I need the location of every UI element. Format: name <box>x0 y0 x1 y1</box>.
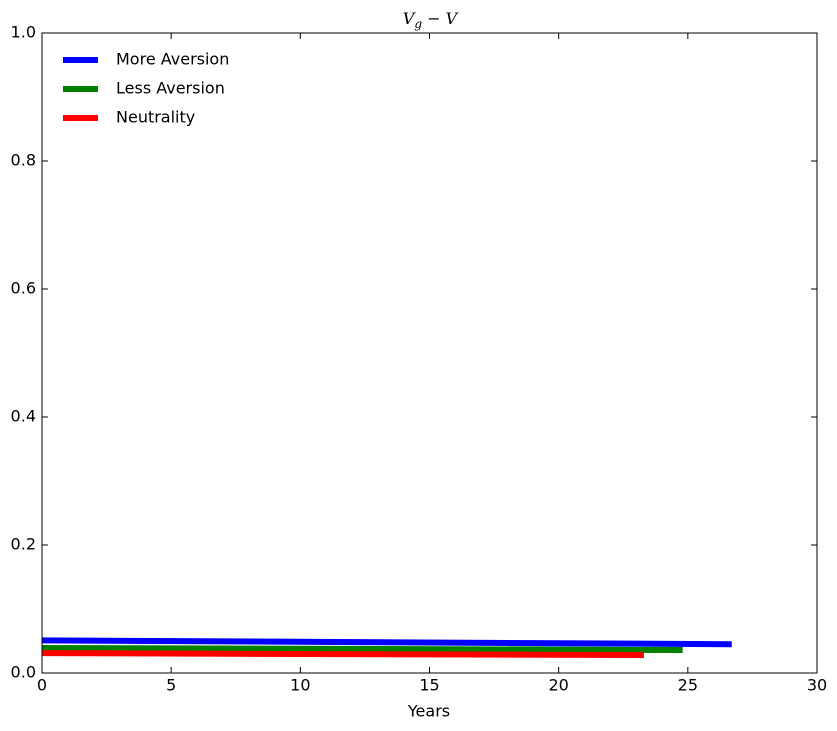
chart-title: Vg − V <box>403 9 459 31</box>
y-tick-label: 0.2 <box>11 535 36 554</box>
title-part: V <box>403 9 416 28</box>
legend-label: Less Aversion <box>116 79 225 98</box>
x-axis-label: Years <box>407 702 450 721</box>
x-tick-label: 30 <box>807 676 827 695</box>
title-part: g <box>414 17 422 31</box>
x-tick-label: 0 <box>37 676 47 695</box>
y-tick-label: 1.0 <box>11 23 36 42</box>
plot-frame <box>41 32 818 674</box>
x-tick-label: 10 <box>290 676 310 695</box>
legend-label: More Aversion <box>116 50 229 69</box>
legend-label: Neutrality <box>116 108 195 127</box>
line <box>41 650 644 659</box>
y-tick-label: 0.0 <box>11 663 36 682</box>
y-tick-label: 0.4 <box>11 407 36 426</box>
x-tick-label: 15 <box>419 676 439 695</box>
x-tick-label: 25 <box>678 676 698 695</box>
line <box>41 645 683 653</box>
y-tick-label: 0.6 <box>11 279 36 298</box>
x-tick-label: 20 <box>548 676 568 695</box>
line <box>41 637 732 648</box>
y-tick-label: 0.8 <box>11 151 36 170</box>
x-tick-label: 5 <box>166 676 176 695</box>
title-part: − V <box>422 9 459 28</box>
